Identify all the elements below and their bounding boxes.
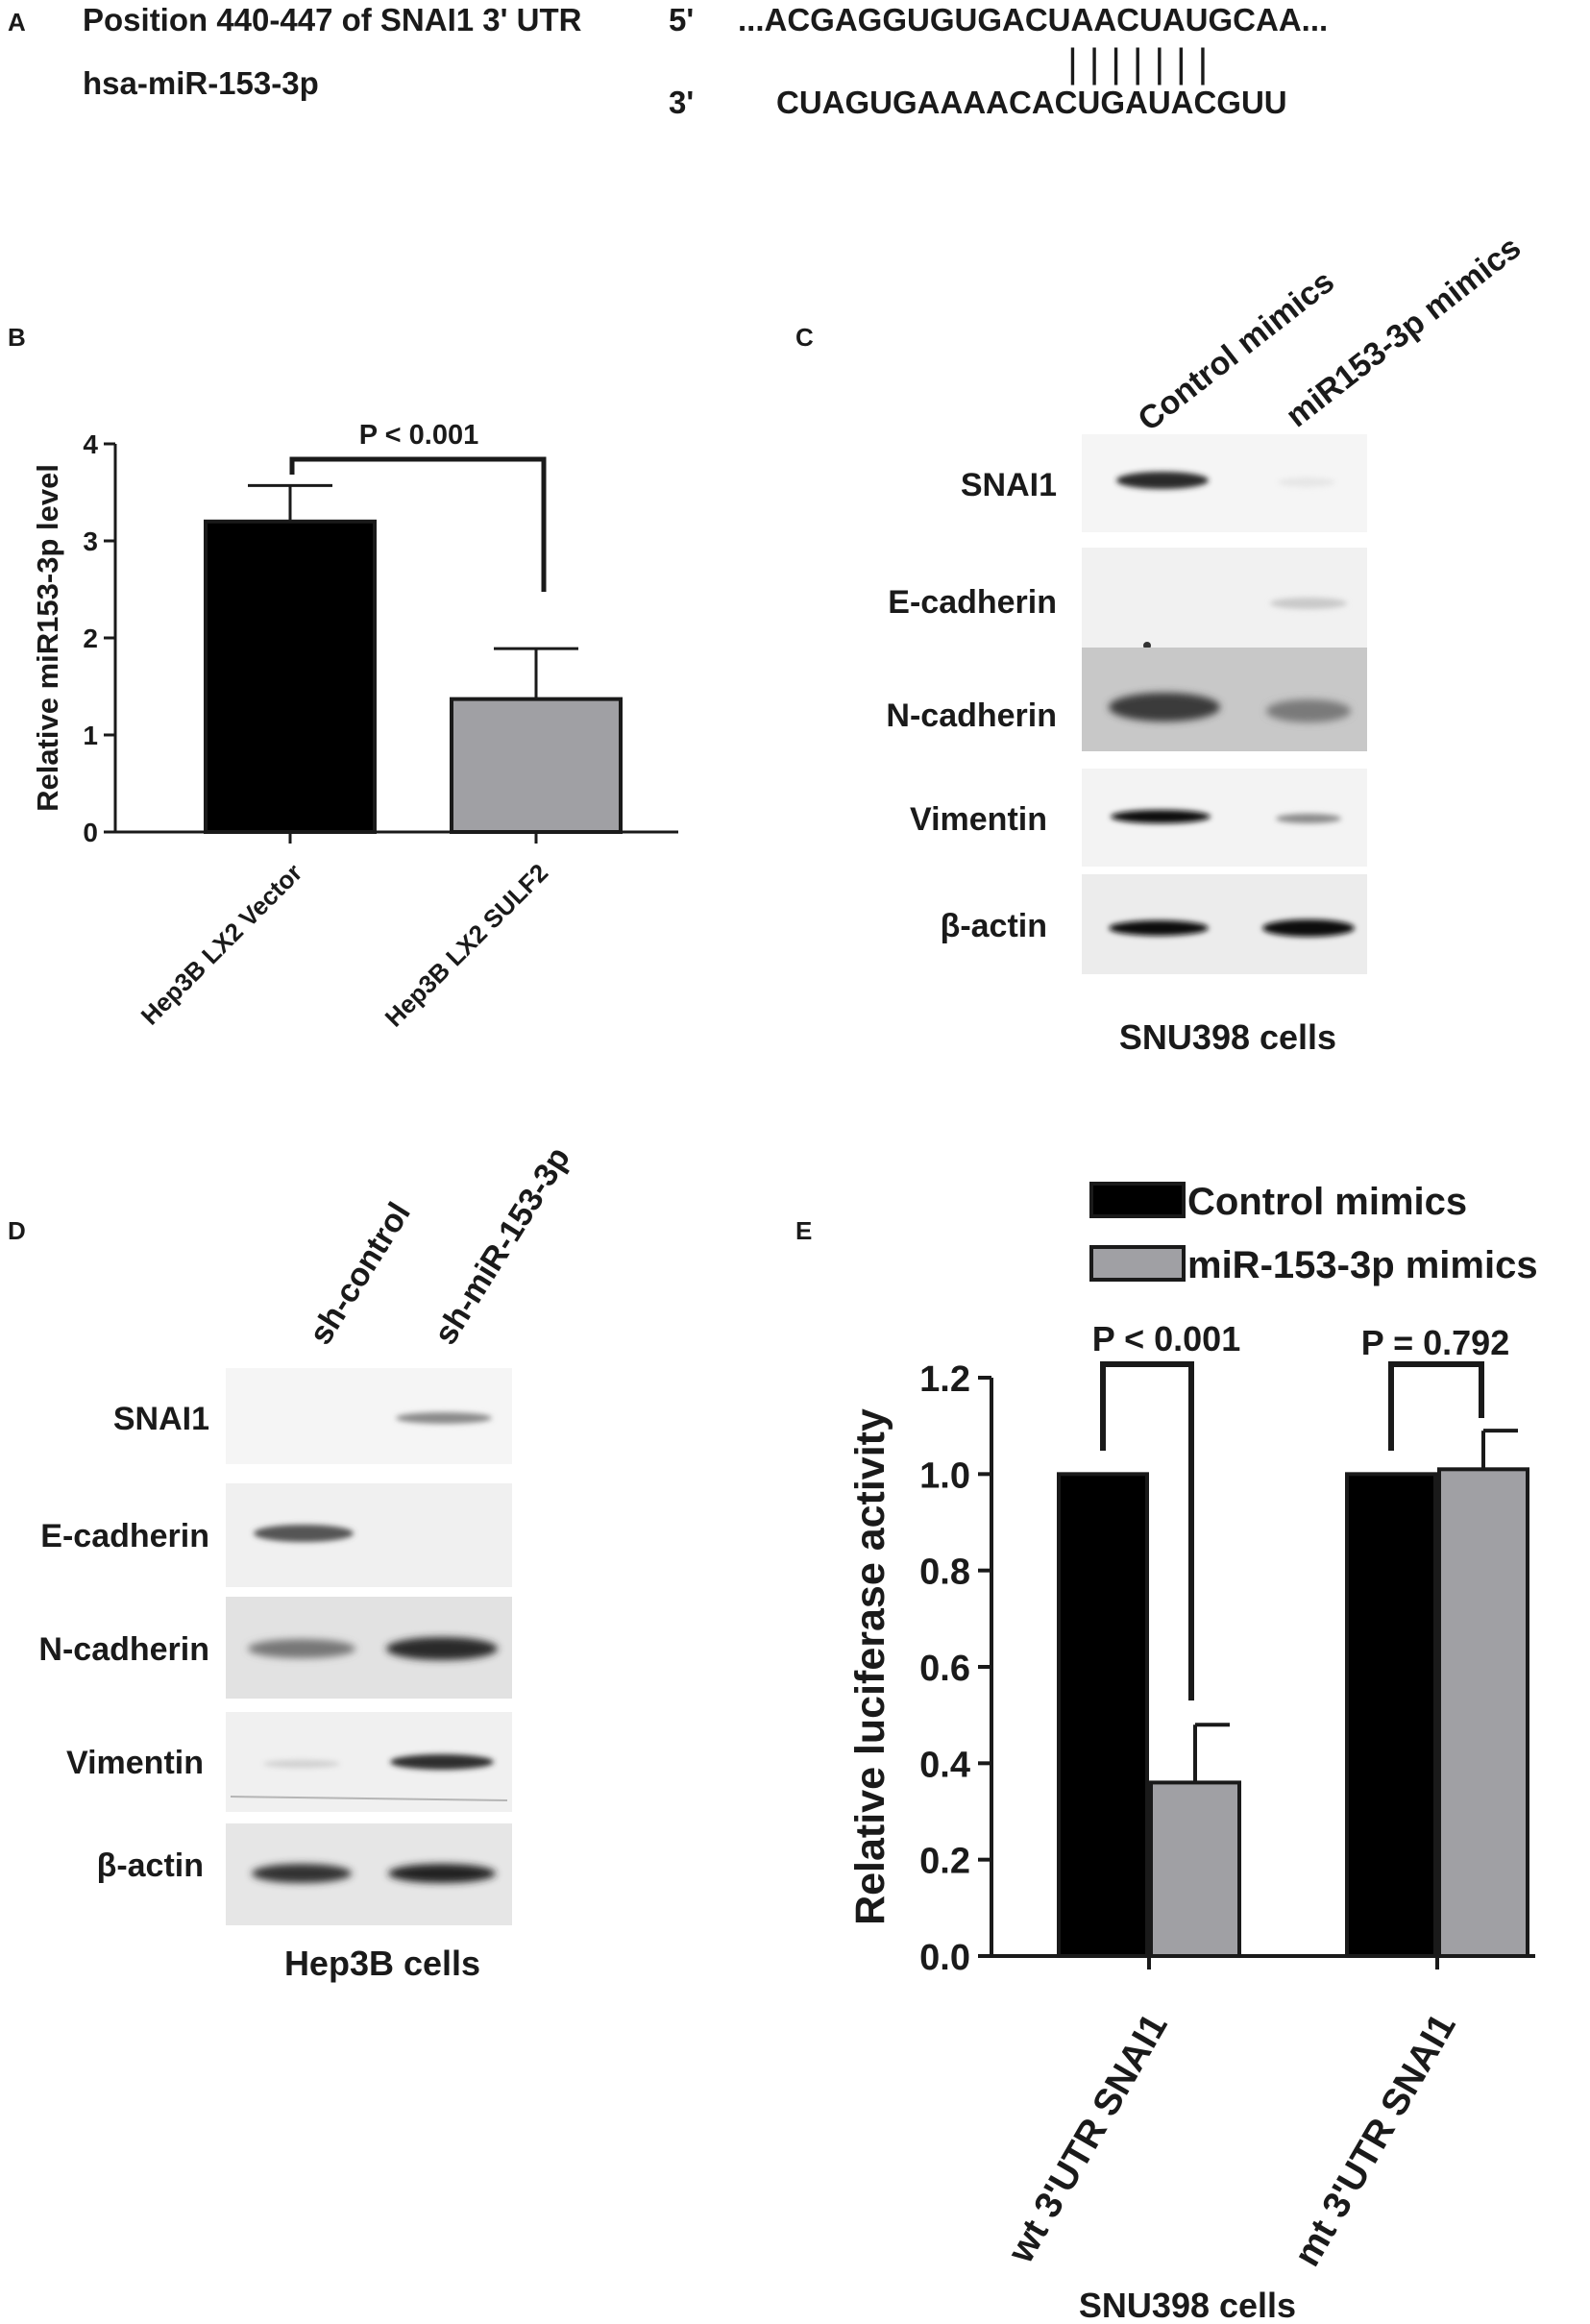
panel-a-letter: A — [8, 8, 26, 37]
y-tick-label: 3 — [83, 526, 98, 556]
panel-c-caption: SNU398 cells — [1119, 1017, 1336, 1057]
panel-e: E 0.0 0.2 0.4 0.6 0.8 1.0 1.2 wt 3'UTR SNAI1 mt … — [795, 1181, 1538, 2324]
lane-label-mir153-mimics: miR153-3p mimics — [1280, 230, 1529, 435]
panel-d-letter: D — [8, 1216, 26, 1245]
x-tick-label: Hep3B LX2 Vector — [135, 858, 308, 1031]
blot-strip-vimentin — [1082, 769, 1367, 867]
blot-label-snai1: SNAI1 — [961, 467, 1057, 503]
blot-label-snai1: SNAI1 — [113, 1401, 209, 1437]
blot-strip-snai1 — [226, 1368, 512, 1464]
blot-label-beta-actin: β-actin — [941, 908, 1047, 944]
blot-strip-n-cadherin — [226, 1597, 512, 1699]
y-axis-title: Relative miR153-3p level — [31, 464, 64, 812]
significance-label: P < 0.001 — [359, 420, 478, 451]
panel-e-caption: SNU398 cells — [1079, 2286, 1296, 2324]
panel-d: D sh-control sh-miR-153-3p SNAI1 E-cadhe… — [8, 1140, 577, 1983]
legend-swatch — [1089, 1182, 1186, 1218]
panel-b-letter: B — [8, 323, 26, 352]
bar — [1345, 1472, 1437, 1959]
significance-bracket — [289, 456, 547, 592]
y-tick-label: 0.4 — [919, 1745, 970, 1785]
chart-e: 0.0 0.2 0.4 0.6 0.8 1.0 1.2 wt 3'UTR SNAI1 mt 3'… — [847, 1181, 1538, 2273]
blot-strip-e-cadherin — [1082, 548, 1367, 649]
base-pairing-marks: | | | | | | | — [1067, 40, 1208, 86]
mirna-label: hsa-miR-153-3p — [83, 65, 319, 101]
lane-label-sh-mir153: sh-miR-153-3p — [428, 1140, 577, 1351]
blot-label-beta-actin: β-actin — [97, 1847, 204, 1884]
blot-strip-e-cadherin — [226, 1483, 512, 1587]
chart-b: 0 1 2 3 4 Hep3B LX2 Vector Hep3B LX2 SULF2 P < … — [31, 420, 678, 1033]
bar — [1057, 1472, 1149, 1959]
panel-d-caption: Hep3B cells — [284, 1944, 480, 1983]
significance-label: P < 0.001 — [1092, 1319, 1240, 1358]
y-tick-label: 1.0 — [919, 1456, 970, 1496]
three-prime-end: 3' — [669, 85, 694, 120]
panel-b: B 0 1 2 3 4 Hep3B LX2 Vector Hep3B LX2 SULF2 P … — [8, 323, 678, 1033]
legend-label: miR-153-3p mimics — [1187, 1244, 1538, 1286]
blot-label-e-cadherin: E-cadherin — [888, 584, 1057, 621]
blot-label-vimentin: Vimentin — [910, 801, 1047, 838]
five-prime-end: 5' — [669, 2, 694, 37]
blot-label-e-cadherin: E-cadherin — [40, 1518, 209, 1554]
blot-strip-snai1 — [1082, 434, 1367, 532]
utr-position-label: Position 440-447 of SNAI1 3' UTR — [83, 2, 582, 37]
y-tick-label: 0.2 — [919, 1842, 970, 1882]
blot-strip-n-cadherin — [1082, 648, 1367, 751]
y-tick-label: 1 — [83, 721, 98, 750]
panel-e-letter: E — [795, 1216, 812, 1245]
y-axis-title: Relative luciferase activity — [847, 1408, 893, 1925]
blot-label-n-cadherin: N-cadherin — [886, 697, 1057, 734]
significance-label: P = 0.792 — [1361, 1323, 1509, 1362]
y-tick-label: 0.8 — [919, 1553, 970, 1593]
blot-strip-beta-actin — [226, 1823, 512, 1925]
utr-sequence: ...ACGAGGUGUGACUAACUAUGCAA... — [738, 2, 1328, 37]
y-tick-label: 0.6 — [919, 1649, 970, 1689]
y-tick-label: 2 — [83, 624, 98, 653]
bar — [204, 519, 377, 834]
blot-label-n-cadherin: N-cadherin — [38, 1631, 209, 1668]
bar — [450, 697, 623, 834]
legend-label: Control mimics — [1187, 1181, 1467, 1223]
significance-bracket — [1388, 1361, 1484, 1451]
y-tick-label: 0.0 — [919, 1938, 970, 1978]
blot-strip-vimentin — [226, 1712, 512, 1812]
significance-bracket — [1100, 1361, 1194, 1700]
bar — [1149, 1780, 1241, 1959]
bar — [1437, 1467, 1529, 1958]
panel-c-letter: C — [795, 323, 814, 352]
x-tick-label: mt 3'UTR SNAI1 — [1286, 2007, 1464, 2273]
y-tick-label: 1.2 — [919, 1359, 970, 1400]
blot-label-vimentin: Vimentin — [66, 1745, 204, 1781]
lane-label-sh-control: sh-control — [303, 1196, 418, 1351]
panel-a: A Position 440-447 of SNAI1 3' UTR hsa-m… — [8, 2, 1328, 120]
x-tick-label: wt 3'UTR SNAI1 — [1000, 2007, 1176, 2270]
mirna-sequence: CUAGUGAAAACACUGAUACGUU — [776, 85, 1287, 120]
x-tick-label: Hep3B LX2 SULF2 — [379, 858, 554, 1033]
blot-strip-beta-actin — [1082, 874, 1367, 974]
y-tick-label: 0 — [83, 818, 98, 847]
panel-c: C Control mimics miR153-3p mimics SNAI1 … — [795, 230, 1528, 1057]
legend-swatch — [1089, 1245, 1186, 1282]
y-tick-label: 4 — [83, 429, 98, 459]
